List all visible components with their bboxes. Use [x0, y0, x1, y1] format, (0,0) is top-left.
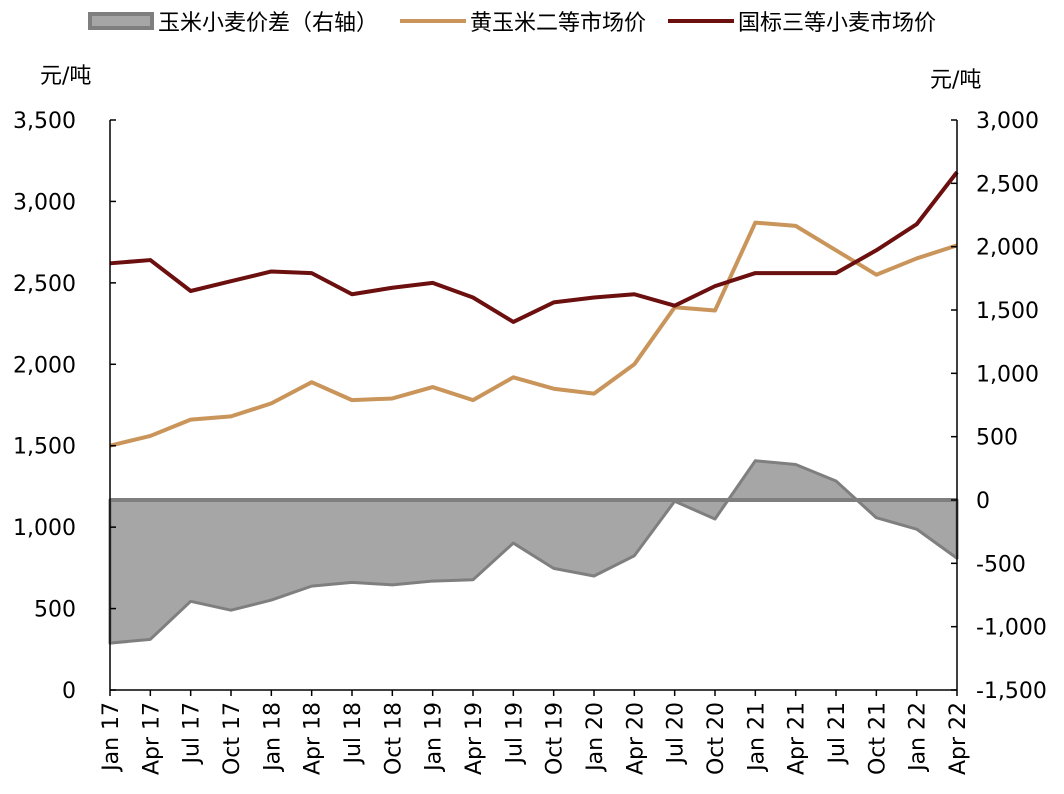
right-tick-label: 1,500 [976, 299, 1039, 324]
legend-label-spread: 玉米小麦价差（右轴） [158, 11, 379, 36]
series-area-spread [108, 459, 959, 645]
x-tick-label: Apr 18 [301, 702, 326, 775]
legend: 玉米小麦价差（右轴） 黄玉米二等市场价 国标三等小麦市场价 [88, 4, 958, 38]
right-tick-label: -1,500 [976, 679, 1047, 704]
right-tick-label: -1,000 [976, 616, 1047, 641]
left-axis-unit: 元/吨 [40, 64, 92, 89]
legend-item-wheat: 国标三等小麦市场价 [668, 5, 936, 37]
right-tick-label: 3,000 [976, 109, 1039, 134]
left-tick-label: 1,000 [13, 516, 76, 541]
x-tick-label: Apr 22 [946, 702, 971, 775]
legend-swatch-spread [88, 12, 154, 30]
x-tick-label: Oct 18 [381, 702, 406, 775]
x-tick-label: Oct 21 [865, 702, 890, 775]
legend-swatch-corn [400, 19, 467, 23]
x-tick-label: Jul 21 [825, 702, 850, 766]
x-tick-label: Apr 21 [785, 702, 810, 775]
right-tick-label: 500 [976, 426, 1018, 451]
legend-label-wheat: 国标三等小麦市场价 [738, 11, 937, 36]
legend-swatch-wheat [668, 19, 735, 23]
x-tick-label: Oct 17 [220, 702, 245, 775]
right-axis-unit: 元/吨 [930, 68, 982, 93]
left-tick-label: 3,500 [13, 109, 76, 134]
x-tick-label: Jan 22 [906, 702, 931, 773]
x-tick-label: Jul 19 [502, 702, 527, 766]
series-line-wheat [109, 170, 959, 324]
x-tick-label: Apr 17 [139, 702, 164, 775]
x-tick-label: Jan 18 [260, 702, 285, 773]
right-tick-label: 0 [976, 489, 990, 514]
legend-label-corn: 黄玉米二等市场价 [470, 11, 647, 36]
right-tick-label: 2,000 [976, 236, 1039, 261]
x-tick-label: Jul 18 [341, 702, 366, 766]
series-line-corn [109, 220, 958, 448]
left-tick-label: 0 [62, 679, 76, 704]
x-tick-label: Jul 20 [664, 702, 689, 766]
x-tick-label: Oct 20 [704, 702, 729, 775]
x-tick-label: Jan 21 [744, 702, 769, 773]
right-tick-label: -500 [976, 552, 1026, 577]
left-tick-label: 1,500 [13, 435, 76, 460]
left-tick-label: 2,500 [13, 272, 76, 297]
right-tick-label: 1,000 [976, 362, 1039, 387]
x-tick-label: Jan 19 [422, 702, 447, 773]
left-tick-label: 2,000 [13, 353, 76, 378]
right-tick-label: 2,500 [976, 172, 1039, 197]
legend-item-spread: 玉米小麦价差（右轴） [88, 5, 378, 37]
x-tick-label: Jan 20 [583, 702, 608, 773]
x-tick-label: Jan 17 [99, 702, 124, 773]
legend-item-corn: 黄玉米二等市场价 [400, 5, 646, 37]
x-tick-label: Jul 17 [180, 702, 205, 766]
x-tick-label: Oct 19 [543, 702, 568, 775]
left-tick-label: 500 [34, 598, 76, 623]
left-tick-label: 3,000 [13, 190, 76, 215]
x-tick-label: Apr 19 [462, 702, 487, 775]
x-tick-label: Apr 20 [623, 702, 648, 775]
